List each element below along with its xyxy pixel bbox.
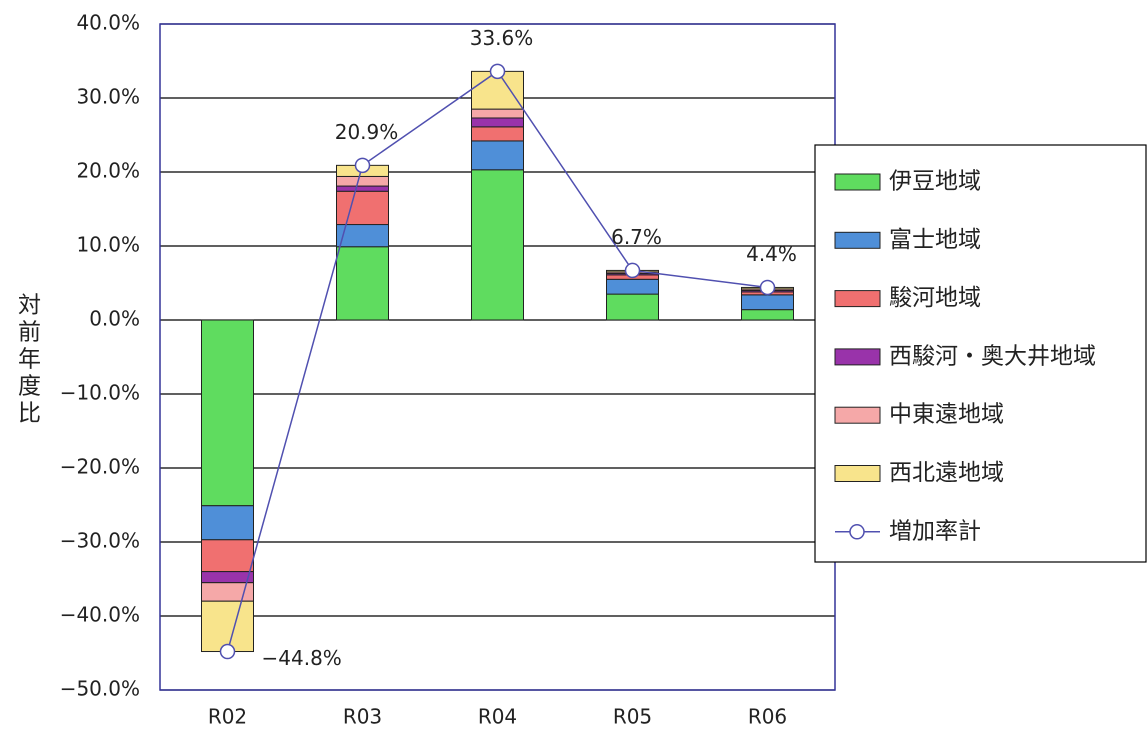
legend-swatch	[834, 290, 881, 308]
bar-segment	[336, 246, 389, 321]
y-tick-label: 30.0%	[76, 85, 140, 109]
bar-segment	[606, 293, 659, 321]
y-tick-label: −40.0%	[60, 603, 140, 627]
data-label: 20.9%	[335, 120, 399, 144]
x-tick-label: R04	[478, 705, 517, 729]
y-tick-label: −10.0%	[60, 381, 140, 405]
y-tick-label: 0.0%	[89, 307, 140, 331]
data-label: 33.6%	[470, 26, 534, 50]
bar-segment	[201, 319, 254, 507]
data-label: 4.4%	[746, 242, 797, 266]
y-tick-label: −20.0%	[60, 455, 140, 479]
x-tick-label: R02	[208, 705, 247, 729]
x-tick-label: R06	[748, 705, 787, 729]
y-tick-label: 10.0%	[76, 233, 140, 257]
y-tick-label: 40.0%	[76, 11, 140, 35]
bar-segment	[336, 190, 389, 226]
legend-marker	[849, 524, 865, 540]
bar-segment	[336, 185, 389, 192]
bar-segment	[471, 108, 524, 119]
legend-label: 増加率計	[889, 518, 981, 544]
legend-swatch	[834, 348, 881, 366]
bar-segment	[336, 175, 389, 187]
legend-swatch	[834, 173, 881, 191]
line-marker	[624, 262, 641, 279]
x-tick-label: R03	[343, 705, 382, 729]
legend-swatch	[834, 465, 881, 482]
bar-segment	[471, 140, 524, 171]
legend-label: 西北遠地域	[889, 460, 1004, 486]
bar-segment	[471, 117, 524, 128]
bar-segment	[201, 539, 254, 573]
bar-segment	[471, 126, 524, 142]
legend-label: 中東遠地域	[889, 402, 1004, 428]
line-marker	[489, 63, 506, 80]
legend-label: 駿河地域	[889, 285, 981, 311]
legend-label: 富士地域	[889, 227, 981, 253]
bar-segment	[471, 169, 524, 321]
legend-label: 伊豆地域	[889, 169, 981, 195]
x-tick-label: R05	[613, 705, 652, 729]
data-label: −44.8%	[262, 646, 342, 670]
bar-segment	[741, 294, 794, 311]
bar-segment	[201, 600, 254, 653]
y-tick-label: 20.0%	[76, 159, 140, 183]
y-tick-label: −30.0%	[60, 529, 140, 553]
y-axis-label: 対前年度比	[14, 293, 42, 428]
line-marker	[759, 279, 776, 296]
bar-segment	[201, 571, 254, 584]
y-tick-label: −50.0%	[60, 677, 140, 701]
legend-swatch	[834, 406, 881, 424]
bar-segment	[606, 278, 659, 295]
data-label: 6.7%	[611, 225, 662, 249]
bar-segment	[336, 224, 389, 248]
bar-segment	[201, 505, 254, 541]
bar-segment	[741, 309, 794, 321]
line-marker	[354, 157, 371, 174]
legend-label: 西駿河・奥大井地域	[889, 343, 1096, 369]
legend-swatch	[834, 231, 881, 249]
line-marker	[219, 643, 236, 660]
